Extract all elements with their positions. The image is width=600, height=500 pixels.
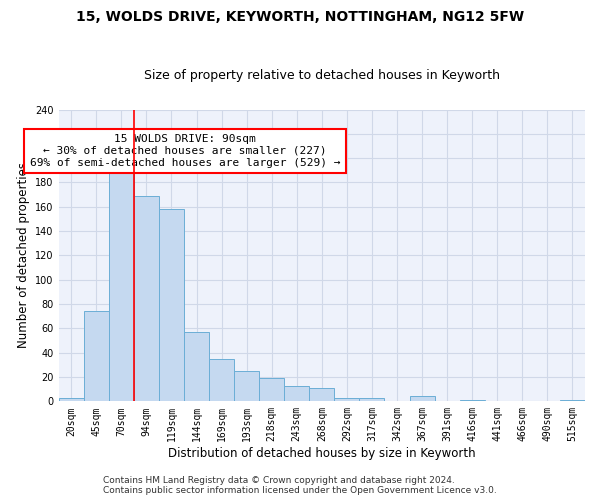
X-axis label: Distribution of detached houses by size in Keyworth: Distribution of detached houses by size … [168, 447, 476, 460]
Bar [259, 378, 284, 402]
Text: Contains HM Land Registry data © Crown copyright and database right 2024.
Contai: Contains HM Land Registry data © Crown c… [103, 476, 497, 495]
Bar [284, 386, 309, 402]
Bar [184, 332, 209, 402]
Title: Size of property relative to detached houses in Keyworth: Size of property relative to detached ho… [144, 69, 500, 82]
Text: 15, WOLDS DRIVE, KEYWORTH, NOTTINGHAM, NG12 5FW: 15, WOLDS DRIVE, KEYWORTH, NOTTINGHAM, N… [76, 10, 524, 24]
Bar [309, 388, 334, 402]
Bar [334, 398, 359, 402]
Y-axis label: Number of detached properties: Number of detached properties [17, 162, 29, 348]
Bar [209, 359, 234, 402]
Bar [84, 312, 109, 402]
Bar [410, 396, 434, 402]
Bar [234, 371, 259, 402]
Bar [59, 398, 84, 402]
Bar [134, 196, 159, 402]
Text: 15 WOLDS DRIVE: 90sqm
← 30% of detached houses are smaller (227)
69% of semi-det: 15 WOLDS DRIVE: 90sqm ← 30% of detached … [30, 134, 340, 168]
Bar [359, 398, 385, 402]
Bar [159, 209, 184, 402]
Bar [560, 400, 585, 402]
Bar [460, 400, 485, 402]
Bar [109, 162, 134, 402]
